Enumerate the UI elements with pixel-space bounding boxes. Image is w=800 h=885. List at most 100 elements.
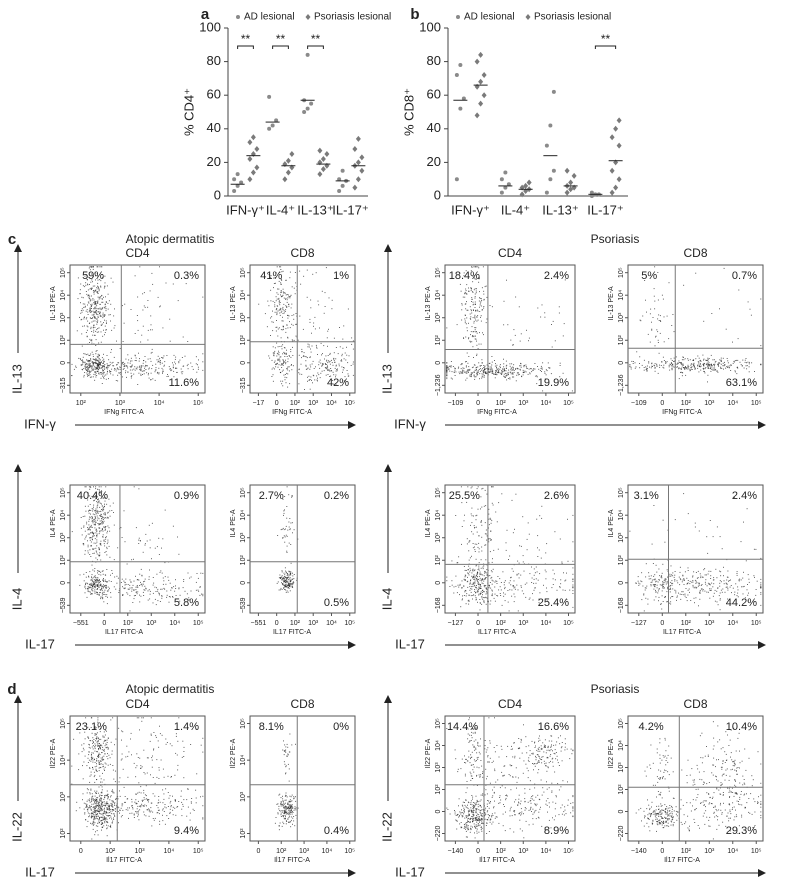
event-dot xyxy=(546,587,547,589)
event-dot xyxy=(103,371,105,373)
event-dot xyxy=(144,367,145,369)
event-dot xyxy=(151,368,153,370)
event-dot xyxy=(104,574,106,576)
event-dot xyxy=(139,358,140,360)
event-dot xyxy=(486,572,488,574)
event-dot xyxy=(104,319,105,321)
event-dot xyxy=(273,352,275,354)
data-point xyxy=(270,123,275,128)
event-dot xyxy=(650,367,652,369)
event-dot xyxy=(342,369,344,371)
event-dot xyxy=(512,344,514,345)
event-dot xyxy=(143,589,145,591)
data-point xyxy=(267,94,272,99)
event-dot xyxy=(719,592,721,594)
event-dot xyxy=(507,601,509,603)
y-tick-label: −168 xyxy=(618,597,625,613)
event-dot xyxy=(103,509,105,510)
event-dot xyxy=(87,367,89,369)
event-dot xyxy=(520,545,522,547)
event-dot xyxy=(94,320,96,322)
event-dot xyxy=(484,372,486,374)
event-dot xyxy=(92,737,94,739)
event-dot xyxy=(71,531,73,533)
y-tick-label: 10² xyxy=(60,335,67,346)
event-dot xyxy=(750,314,752,316)
event-dot xyxy=(87,314,89,315)
event-dot xyxy=(461,371,463,373)
event-dot xyxy=(659,320,661,322)
event-dot xyxy=(92,285,94,287)
event-dot xyxy=(654,370,656,372)
event-dot xyxy=(741,586,743,588)
event-dot xyxy=(116,582,118,584)
event-dot xyxy=(559,587,561,589)
event-dot xyxy=(109,370,110,372)
event-dot xyxy=(92,516,93,518)
event-dot xyxy=(282,577,284,579)
event-dot xyxy=(86,364,88,366)
event-dot xyxy=(279,577,281,578)
event-dot xyxy=(159,266,160,268)
event-dot xyxy=(726,576,728,578)
event-dot xyxy=(477,348,479,350)
significance-bracket xyxy=(237,45,254,49)
event-dot xyxy=(90,318,92,319)
event-dot xyxy=(692,586,694,588)
event-dot xyxy=(98,594,100,596)
event-dot xyxy=(486,364,488,366)
event-dot xyxy=(466,543,468,545)
x-axis-label: IFNg FITC-A xyxy=(104,409,144,416)
event-dot xyxy=(104,797,106,799)
event-dot xyxy=(709,520,711,521)
event-dot xyxy=(87,283,88,285)
event-dot xyxy=(92,768,94,770)
event-dot xyxy=(133,558,134,560)
event-dot xyxy=(756,580,758,582)
event-dot xyxy=(317,377,318,379)
x-tick-label: 10³ xyxy=(115,400,126,407)
event-dot xyxy=(548,367,550,369)
event-dot xyxy=(294,293,296,295)
event-dot xyxy=(686,368,688,370)
event-dot xyxy=(124,541,126,543)
event-dot xyxy=(103,353,104,355)
event-dot xyxy=(89,495,91,497)
event-dot xyxy=(321,370,323,372)
event-dot xyxy=(138,537,140,539)
event-dot xyxy=(471,367,473,369)
event-dot xyxy=(173,370,175,372)
event-dot xyxy=(85,310,87,312)
event-dot xyxy=(682,367,684,368)
event-dot xyxy=(94,326,96,328)
event-dot xyxy=(105,587,107,589)
event-dot xyxy=(285,589,286,591)
event-dot xyxy=(103,601,105,603)
event-dot xyxy=(477,508,479,510)
event-dot xyxy=(140,595,142,597)
event-dot xyxy=(716,526,718,528)
event-dot xyxy=(95,738,97,739)
event-dot xyxy=(131,365,133,367)
event-dot xyxy=(84,325,85,327)
event-dot xyxy=(467,600,469,602)
event-dot xyxy=(675,590,677,592)
event-dot xyxy=(716,370,718,372)
event-dot xyxy=(692,584,694,586)
data-point xyxy=(289,151,295,157)
event-dot xyxy=(482,266,484,268)
event-dot xyxy=(535,578,537,580)
x-axis-label: IL17 FITC-A xyxy=(273,629,311,636)
event-dot xyxy=(90,304,92,306)
event-dot xyxy=(475,319,477,321)
event-dot xyxy=(446,378,448,380)
event-dot xyxy=(571,390,573,392)
event-dot xyxy=(95,289,97,291)
event-dot xyxy=(711,582,713,584)
event-dot xyxy=(472,301,474,303)
event-dot xyxy=(480,316,481,318)
event-dot xyxy=(470,331,472,333)
event-dot xyxy=(90,376,92,378)
event-dot xyxy=(682,364,684,366)
event-dot xyxy=(320,372,322,374)
